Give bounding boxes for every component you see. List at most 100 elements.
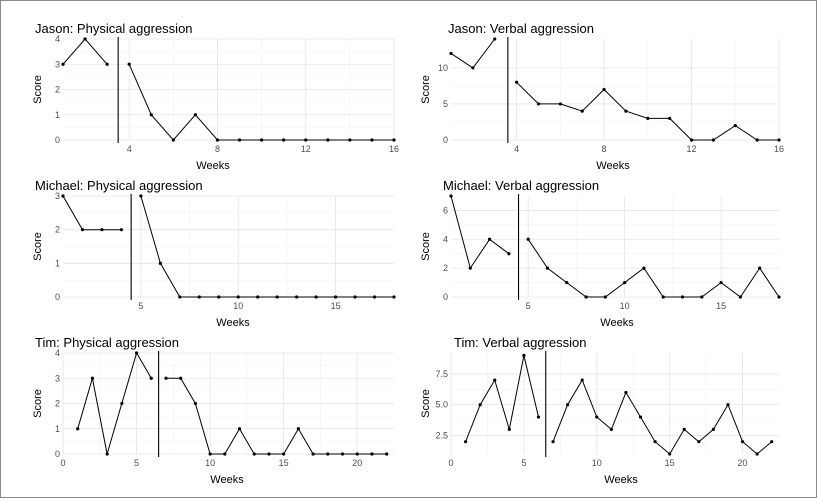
data-point <box>353 295 357 299</box>
data-point <box>653 440 657 444</box>
x-tick-label: 5 <box>138 301 143 311</box>
data-point <box>661 295 665 299</box>
data-point <box>680 295 685 299</box>
data-point <box>558 102 562 106</box>
data-point <box>478 403 482 407</box>
data-point <box>260 138 264 142</box>
phase-2-line <box>166 377 387 455</box>
data-point <box>493 378 497 382</box>
x-tick-label: 16 <box>389 144 399 154</box>
data-point <box>83 37 87 41</box>
y-tick-label: 3 <box>55 373 60 383</box>
data-point <box>304 138 308 142</box>
data-point <box>120 401 124 406</box>
data-point <box>522 353 526 358</box>
data-point <box>179 376 183 380</box>
y-axis-label: Score <box>420 75 432 104</box>
data-point <box>171 138 175 142</box>
phase-1-line <box>450 38 496 69</box>
data-point <box>468 266 472 270</box>
x-tick-label: 5 <box>134 458 139 468</box>
data-point <box>90 376 95 380</box>
y-tick-label: 7.5 <box>435 369 448 379</box>
data-point <box>515 80 519 84</box>
data-point <box>76 427 80 431</box>
data-point <box>493 37 497 41</box>
data-point <box>61 194 65 198</box>
y-tick-label: 5 <box>443 99 448 109</box>
data-point <box>624 109 628 113</box>
phase-1-line <box>62 195 122 231</box>
data-point <box>348 138 352 142</box>
data-point <box>689 138 694 142</box>
y-tick-label: 0 <box>443 292 448 302</box>
y-tick-label: 3 <box>55 191 60 201</box>
data-point <box>595 415 599 419</box>
data-point <box>668 116 672 120</box>
data-point <box>565 280 569 285</box>
data-point <box>726 403 730 407</box>
data-point <box>164 376 168 380</box>
y-tick-label: 0 <box>55 449 60 459</box>
data-point <box>580 378 584 382</box>
data-point <box>526 237 530 241</box>
data-point <box>275 295 279 299</box>
x-tick-label: 12 <box>301 144 311 154</box>
x-axis-label: Weeks <box>596 160 630 172</box>
x-axis-label: Weeks <box>216 317 250 329</box>
data-point <box>208 452 212 456</box>
data-point <box>197 295 201 299</box>
phase-1-line <box>77 351 152 455</box>
x-tick-label: 15 <box>279 458 289 468</box>
y-tick-label: 4 <box>55 34 60 44</box>
data-point <box>237 427 242 431</box>
y-tick-label: 0 <box>55 135 60 145</box>
data-point <box>119 228 124 232</box>
x-tick-label: 0 <box>60 458 65 468</box>
panel-michael-verbal: 5 10 15 0 2 4 6 Michael: Verbal aggression Weeks… <box>420 178 781 329</box>
x-tick-label: 20 <box>738 458 748 468</box>
data-point <box>100 228 104 232</box>
data-point <box>551 440 555 444</box>
x-tick-label: 15 <box>716 301 726 311</box>
data-point <box>624 390 628 395</box>
x-tick-label: 10 <box>233 301 243 311</box>
data-point <box>719 280 723 285</box>
panel-jason-verbal: 4 8 12 16 0 5 10 Jason: Verbal aggression Weeks S… <box>420 21 784 172</box>
panel-tim-verbal: 0 5 10 15 20 2.5 5.0 7.5 Tim: Verbal aggression W… <box>420 335 779 486</box>
data-point <box>770 440 774 444</box>
y-tick-label: 1 <box>55 110 60 120</box>
x-tick-label: 8 <box>215 144 220 154</box>
data-point <box>738 295 743 299</box>
y-axis-label: Score <box>32 75 44 104</box>
data-point <box>507 427 511 431</box>
data-point <box>355 452 359 456</box>
y-axis-label: Score <box>420 389 432 418</box>
data-point <box>326 138 330 142</box>
data-point <box>584 295 588 299</box>
y-tick-label: 0 <box>55 292 60 302</box>
panel-title: Michael: Verbal aggression <box>443 178 599 193</box>
data-point <box>463 440 468 444</box>
data-point <box>158 261 162 265</box>
data-point <box>609 427 613 431</box>
y-tick-label: 4 <box>443 234 448 244</box>
data-point <box>139 194 143 198</box>
data-point <box>536 415 541 419</box>
data-point <box>385 452 389 456</box>
x-axis-label: Weeks <box>196 160 230 172</box>
data-point <box>340 452 345 456</box>
x-tick-label: 10 <box>205 458 215 468</box>
data-point <box>267 452 271 456</box>
data-point <box>602 87 606 92</box>
data-point <box>236 295 240 299</box>
data-point <box>777 295 781 299</box>
panel-title: Jason: Verbal aggression <box>448 21 594 36</box>
y-tick-label: 3 <box>55 59 60 69</box>
y-tick-label: 2 <box>55 225 60 235</box>
y-tick-label: 2 <box>55 399 60 409</box>
